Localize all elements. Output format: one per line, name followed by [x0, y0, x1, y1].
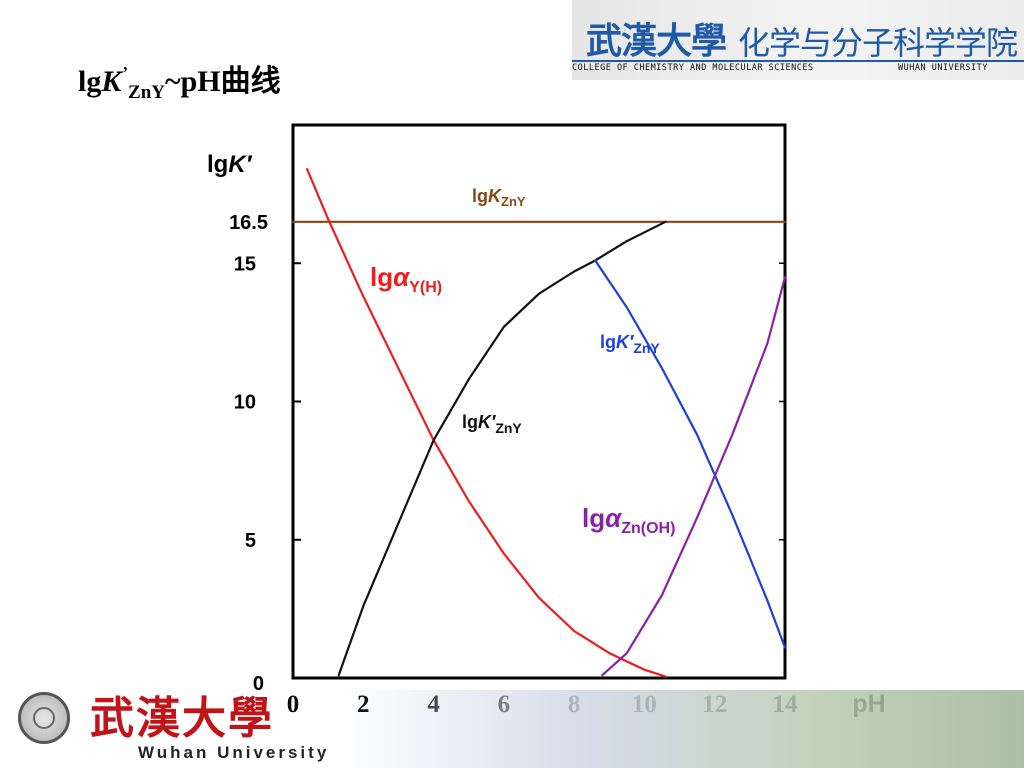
title-k: K — [101, 65, 122, 98]
header-school-name: 化学与分子科学学院 — [738, 24, 1018, 62]
footer-university-english: Wuhan University — [138, 743, 330, 762]
series-line-3 — [594, 259, 787, 649]
header-divider — [572, 60, 1024, 62]
header-university-name: 武漢大學 — [586, 20, 727, 62]
y-tick-label: 15 — [234, 253, 256, 275]
x-tick-label: 0 — [287, 691, 300, 718]
slide-title: lgK’ZnY~pH曲线 — [78, 56, 281, 104]
header-school-english: COLLEGE OF CHEMISTRY AND MOLECULAR SCIEN… — [572, 63, 814, 73]
university-seal-icon — [18, 692, 70, 744]
series-label-2: lgK′ZnY — [462, 412, 522, 436]
footer-university-name: 武漢大學 — [90, 693, 274, 744]
series-line-1 — [306, 168, 667, 678]
y-axis-label: lgK′ — [207, 151, 253, 178]
y-tick-label: 16.5 — [229, 212, 268, 234]
header-university-english: WUHAN UNIVERSITY — [898, 63, 988, 73]
series-label-0: lgKZnY — [472, 186, 526, 209]
y-tick-label: 10 — [234, 392, 256, 414]
header-logo: 武漢大學 化学与分子科学学院 COLLEGE OF CHEMISTRY AND … — [572, 0, 1024, 80]
y-tick-label: 0 — [253, 673, 264, 695]
series-label-1: lgαY(H) — [370, 262, 442, 296]
series-line-2 — [337, 220, 667, 677]
series-label-4: lgαZn(OH) — [582, 503, 675, 537]
series-label-3: lgK′ZnY — [600, 332, 660, 356]
title-subscript: ZnY — [128, 82, 165, 103]
series-line-4 — [601, 276, 787, 677]
footer-campus-banner — [340, 690, 1024, 768]
title-prime: ’ — [122, 63, 129, 82]
title-lg: lg — [78, 65, 102, 98]
y-tick-label: 5 — [245, 530, 256, 552]
title-rest: ~pH曲线 — [165, 65, 281, 98]
